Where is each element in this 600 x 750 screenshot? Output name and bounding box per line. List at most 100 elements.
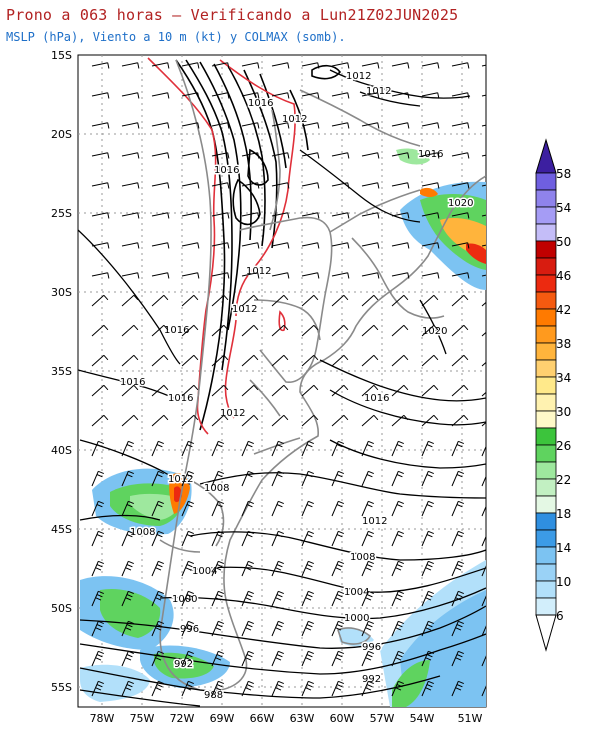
wind-barb (271, 354, 289, 367)
wind-barb (241, 354, 259, 367)
colorbar-segment (535, 563, 557, 582)
latitude-labels: 15S 20S 25S 30S 35S 40S 45S 50S 55S (51, 49, 72, 694)
wind-barb (151, 92, 170, 99)
wind-barb (421, 440, 434, 457)
wind-barb (301, 384, 319, 397)
colorbar-segment (535, 189, 557, 208)
wind-barb (421, 122, 440, 129)
wind-barb (331, 414, 349, 427)
wind-barb (271, 122, 290, 129)
isobar-label: 1020 (422, 326, 447, 337)
wind-barb (271, 590, 284, 607)
wind-barb (481, 685, 486, 697)
isobar-label: 1012 (366, 86, 391, 97)
lon-label: 78W (90, 712, 115, 725)
wind-barb (241, 152, 260, 159)
lon-label: 75W (130, 712, 155, 725)
wind-barb (181, 440, 194, 457)
wind-barb (121, 212, 140, 219)
colorbar-segment (535, 342, 557, 361)
wind-barb (301, 560, 314, 577)
wind-barb (361, 590, 374, 607)
lon-label: 66W (250, 712, 275, 725)
wind-barb (391, 212, 410, 219)
wind-barb (121, 620, 134, 637)
wind-barb (301, 590, 314, 607)
colorbar-segment (535, 461, 557, 480)
wind-barb (421, 212, 440, 219)
wind-barb (241, 384, 259, 397)
wind-barb (421, 500, 434, 517)
wind-barb (151, 560, 164, 577)
colorbar-segment (535, 427, 557, 446)
wind-barb (301, 650, 314, 667)
isobar-label: 992 (174, 659, 193, 670)
wind-barb (481, 94, 486, 97)
wind-barb (271, 212, 290, 219)
wind-barb (391, 62, 410, 69)
wind-barb (211, 680, 224, 697)
wind-barb (361, 242, 380, 249)
wind-barb (271, 620, 284, 637)
wind-barb (241, 530, 254, 547)
wind-barb (211, 242, 230, 249)
wind-barb (121, 92, 140, 99)
wind-barb (151, 470, 164, 487)
wind-barb (421, 560, 434, 577)
wind-barb (331, 272, 350, 279)
wind-barb (271, 182, 290, 189)
lat-label: 20S (51, 128, 72, 141)
wind-barb (331, 92, 350, 99)
wind-barb (181, 530, 194, 547)
isobar-label: 1016 (214, 165, 239, 176)
colorbar-label: 46 (556, 269, 571, 283)
wind-barb (481, 505, 486, 517)
wind-barb (481, 655, 486, 667)
wind-barb (481, 184, 486, 187)
wind-barb (151, 354, 169, 367)
wind-barb (181, 680, 194, 697)
wind-barb (181, 620, 194, 637)
wind-barb (241, 500, 254, 517)
wind-barb (241, 294, 259, 307)
wind-barb (151, 122, 170, 129)
wind-barb (211, 384, 229, 397)
wind-barb (301, 182, 320, 189)
wind-barb (331, 182, 350, 189)
wind-barb (451, 530, 464, 547)
colorbar-label: 58 (556, 167, 571, 181)
wind-barb (331, 470, 344, 487)
colorbar-segment (535, 240, 557, 259)
colorbar-label: 30 (556, 405, 571, 419)
wind-barb (451, 324, 469, 337)
wind-barb (241, 620, 254, 637)
wind-barb (391, 182, 410, 189)
wind-barb (181, 560, 194, 577)
wind-barb (241, 182, 260, 189)
colorbar-label: 38 (556, 337, 571, 351)
isobar-label: 1012 (246, 266, 271, 277)
wind-barb (451, 384, 469, 397)
wind-barb (331, 620, 344, 637)
wind-barb (211, 590, 224, 607)
wind-barb (181, 500, 194, 517)
wind-barb (301, 92, 320, 99)
wind-barb (151, 500, 164, 517)
wind-barb (421, 680, 434, 697)
wind-barb (361, 272, 380, 279)
wind-barb (181, 414, 199, 427)
wind-barb (181, 62, 200, 69)
wind-barb (271, 650, 284, 667)
wind-barb (151, 620, 164, 637)
lat-label: 25S (51, 207, 72, 220)
wind-barb (391, 414, 409, 427)
wind-barb (271, 530, 284, 547)
wind-barb (361, 500, 374, 517)
wind-barb (361, 440, 374, 457)
wind-barb (481, 535, 486, 547)
wind-barb (241, 122, 260, 129)
wind-barb (451, 414, 469, 427)
wind-barb (211, 324, 229, 337)
wind-barb (481, 244, 486, 247)
isobar-label: 1008 (130, 527, 155, 538)
